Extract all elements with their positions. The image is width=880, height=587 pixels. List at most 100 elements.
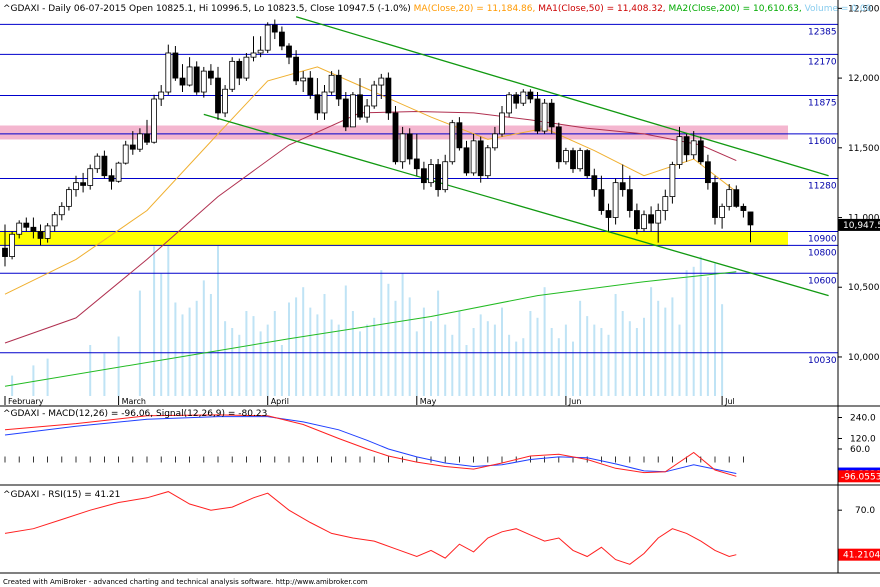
volume-bar xyxy=(302,287,305,396)
candle-body xyxy=(108,175,115,182)
volume-bar xyxy=(11,375,14,396)
volume-bar xyxy=(295,297,298,396)
y-tick-label: 12,500 xyxy=(848,4,880,14)
candle-body xyxy=(591,175,598,191)
candle-body xyxy=(577,150,583,170)
candle-body xyxy=(456,122,463,149)
volume-bar xyxy=(650,287,653,396)
candle-body xyxy=(271,24,278,33)
candle-body xyxy=(747,211,754,226)
month-axis: February March April May Jun Jul xyxy=(4,396,735,406)
volume-bar xyxy=(501,307,503,396)
candle-body xyxy=(555,126,562,163)
volume-bar xyxy=(593,324,596,396)
candle-body xyxy=(2,247,8,257)
candle-body xyxy=(705,161,711,184)
macd-y-tick-label: 60.0 xyxy=(850,445,870,455)
volume-bar xyxy=(643,317,645,396)
candle-body xyxy=(87,168,94,186)
volume-bar xyxy=(138,290,141,396)
candle-body xyxy=(314,94,321,114)
candle-body xyxy=(200,70,207,93)
level-label: 12385 xyxy=(808,27,837,37)
volume-bar xyxy=(706,277,709,396)
volume-bar xyxy=(174,302,177,396)
candle-body xyxy=(499,112,505,135)
volume-bar xyxy=(472,328,475,396)
macd-lines xyxy=(4,414,744,477)
volume-bar xyxy=(522,338,525,396)
candle-body xyxy=(335,74,342,100)
candle-body xyxy=(115,162,122,182)
month-label: February xyxy=(8,397,44,406)
volume-bar xyxy=(508,334,511,396)
volume-bar xyxy=(664,307,667,396)
candle-body xyxy=(357,94,363,118)
volume-bar xyxy=(316,314,319,396)
candle-body xyxy=(690,140,697,156)
candle-body xyxy=(420,168,427,184)
volume-bar xyxy=(415,331,418,396)
price-label-box xyxy=(838,218,880,231)
candle-body xyxy=(23,222,30,228)
level-label: 12170 xyxy=(808,57,837,67)
candle-body xyxy=(101,155,108,177)
candle-body xyxy=(634,210,640,230)
volume-bar xyxy=(572,341,574,396)
candle-body xyxy=(413,158,420,170)
candle-body xyxy=(30,226,37,232)
rsi-title: ^GDAXI - RSI(15) = 41.21 xyxy=(3,490,120,500)
volume-bar xyxy=(309,307,312,396)
rsi-line xyxy=(4,491,737,565)
candle-body xyxy=(378,77,385,86)
level-label: 10030 xyxy=(808,356,837,366)
candle-body xyxy=(94,155,101,170)
volume-bar xyxy=(238,334,241,396)
candle-body xyxy=(129,144,136,150)
level-label: 11875 xyxy=(808,99,837,109)
candle-body xyxy=(286,45,292,58)
volume-bar xyxy=(231,328,234,396)
candle-body xyxy=(612,182,619,218)
volume-bar xyxy=(153,246,156,396)
candle-body xyxy=(570,150,576,170)
volume-bar xyxy=(266,324,269,396)
candle-body xyxy=(470,140,477,174)
volume-bar xyxy=(408,297,411,396)
y-tick-label: 12,000 xyxy=(848,74,880,84)
volume-bar xyxy=(380,270,383,396)
macd-pane xyxy=(0,406,838,484)
candle-body xyxy=(136,133,143,150)
candle-body xyxy=(144,133,150,143)
volume-bar xyxy=(515,341,518,396)
candle-body xyxy=(719,205,725,218)
volume-bar xyxy=(46,358,49,396)
volume-bar xyxy=(671,297,674,396)
candle-body xyxy=(641,214,647,230)
candle-body xyxy=(435,164,442,191)
volume-bar xyxy=(273,311,276,396)
channel-line xyxy=(295,16,829,177)
macd-value-box xyxy=(838,470,880,483)
candle-body xyxy=(172,52,179,79)
header-low: Lo 10823.5, xyxy=(254,4,307,14)
candle-body xyxy=(392,112,399,163)
candle-body xyxy=(598,189,605,211)
candle-body xyxy=(165,52,172,93)
candle-body xyxy=(520,91,527,104)
volume-bar xyxy=(564,324,567,396)
level-label: 11600 xyxy=(808,137,837,147)
volume-bar xyxy=(543,287,546,396)
volume-bar xyxy=(692,266,695,396)
candle-body xyxy=(264,24,271,51)
volume-bar xyxy=(167,232,170,396)
candle-body xyxy=(371,84,378,107)
candle-body xyxy=(44,225,51,239)
volume-bar xyxy=(337,324,340,396)
chart-header: ^GDAXI - Daily 06-07-2015 Open 10825.1, … xyxy=(3,4,872,14)
candle-body xyxy=(73,182,79,191)
trend-channel xyxy=(203,16,829,297)
volume-bar xyxy=(557,338,560,396)
candle-body xyxy=(250,52,257,58)
level-label: 11280 xyxy=(808,181,837,191)
